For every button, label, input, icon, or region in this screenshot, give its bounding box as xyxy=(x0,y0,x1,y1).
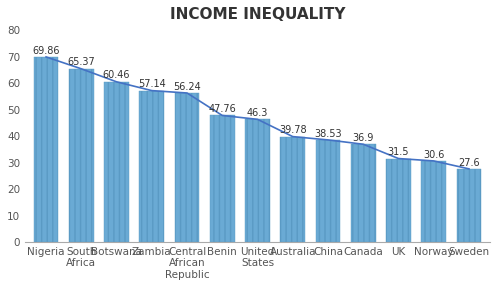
Title: INCOME INEQUALITY: INCOME INEQUALITY xyxy=(170,7,346,22)
Bar xyxy=(422,161,446,242)
Bar xyxy=(351,144,376,242)
Text: 46.3: 46.3 xyxy=(247,108,268,118)
Text: 60.46: 60.46 xyxy=(103,71,130,80)
Text: 31.5: 31.5 xyxy=(388,147,409,157)
Bar xyxy=(104,82,129,242)
Bar xyxy=(245,119,270,242)
Text: 38.53: 38.53 xyxy=(314,129,342,139)
Bar xyxy=(316,140,340,242)
Text: 27.6: 27.6 xyxy=(458,158,480,168)
Text: 36.9: 36.9 xyxy=(352,133,374,143)
Text: 39.78: 39.78 xyxy=(279,125,306,135)
Bar xyxy=(456,169,481,242)
Text: 65.37: 65.37 xyxy=(68,57,95,67)
Text: 57.14: 57.14 xyxy=(138,79,166,89)
Text: 47.76: 47.76 xyxy=(208,104,236,114)
Bar xyxy=(69,69,94,242)
Bar xyxy=(174,93,200,242)
Bar xyxy=(34,57,58,242)
Bar xyxy=(280,137,305,242)
Text: 69.86: 69.86 xyxy=(32,46,60,56)
Bar xyxy=(210,115,234,242)
Text: 30.6: 30.6 xyxy=(423,150,444,160)
Bar xyxy=(140,91,164,242)
Bar xyxy=(386,158,411,242)
Text: 56.24: 56.24 xyxy=(173,82,201,92)
